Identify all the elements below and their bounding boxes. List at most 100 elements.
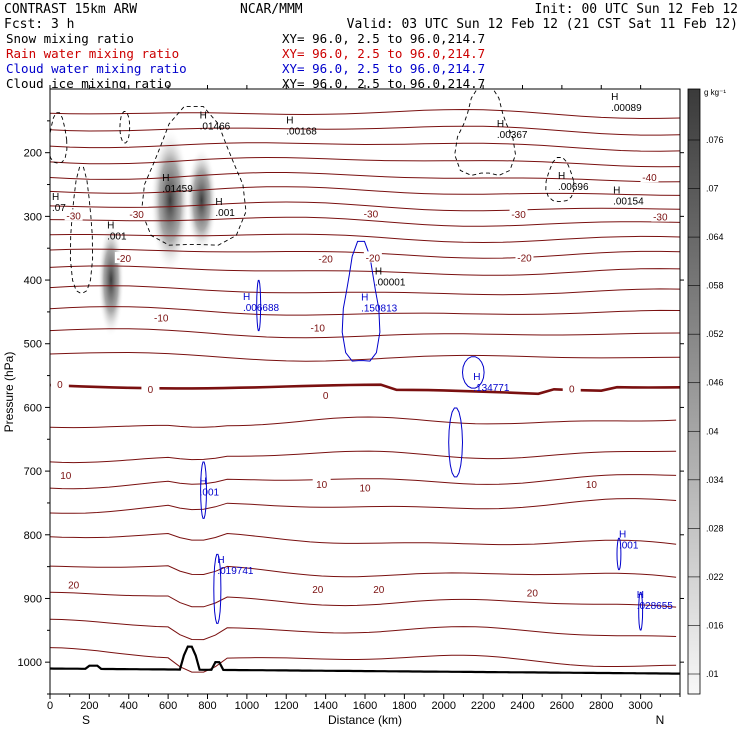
isotherm-label: -40 <box>642 173 657 184</box>
x-tick-label: 1200 <box>274 700 298 712</box>
temperature-isotherm <box>50 285 680 296</box>
valid-time: Valid: 03 UTC Sun 12 Feb 12 (21 CST Sat … <box>347 17 738 32</box>
isotherm-label-bg <box>152 311 171 323</box>
isotherm-label-bg <box>64 209 83 221</box>
field-name-rain: Rain water mixing ratio <box>6 46 179 61</box>
plot-area: -40 -30 -30 -30 -30 -30 -20 -20 -20 -20 -10 -10 0 0 0 0… <box>50 89 680 694</box>
isotherm-label-bg <box>316 252 335 264</box>
isotherm-label-bg <box>312 478 331 490</box>
temperature-isotherm <box>50 328 680 339</box>
colorbar-tick-label: .046 <box>706 378 724 388</box>
water-max-h-marker: H <box>473 372 480 383</box>
ice-max-label: .00367 <box>497 130 528 141</box>
temperature-isotherm <box>50 450 677 464</box>
cloud-water-contour <box>200 461 208 519</box>
water-max-label: .019741 <box>217 566 254 577</box>
isotherm-label-bg <box>369 583 388 595</box>
colorbar-unit: g kg⁻¹ <box>704 88 726 97</box>
temperature-isotherm <box>50 498 677 514</box>
temperature-isotherm <box>50 416 677 429</box>
ice-max-h-marker: H <box>52 192 59 203</box>
water-max-label: .028655 <box>637 601 674 612</box>
x-axis-label: Distance (km) <box>328 713 402 727</box>
x-tick-label: 1800 <box>392 700 416 712</box>
y-tick-label: 700 <box>24 466 42 478</box>
cloud-ice-contour <box>50 112 68 164</box>
water-max-h-marker: H <box>637 590 644 601</box>
water-max-label: .001 <box>619 541 639 552</box>
isotherm-label: 20 <box>312 585 324 596</box>
isotherm-label-bg <box>50 378 69 390</box>
ice-max-h-marker: H <box>215 197 222 208</box>
x-tick-label: 2400 <box>510 700 534 712</box>
temperature-isotherm <box>50 186 680 196</box>
isotherm-label-bg <box>127 208 146 220</box>
ice-max-label: .07 <box>52 203 66 214</box>
temperature-contours <box>50 108 680 673</box>
temperature-isotherm <box>50 216 680 227</box>
isotherm-label: 10 <box>586 480 598 491</box>
cloud-water-contour <box>448 407 464 478</box>
temperature-isotherm <box>50 618 677 641</box>
colorbar-tick-label: .028 <box>706 523 724 533</box>
snow-plume <box>150 127 190 274</box>
isotherm-label: 10 <box>359 483 371 494</box>
field-legend: Snow mixing ratio XY= 96.0, 2.5 to 96.0,… <box>6 31 485 91</box>
isotherm-label: -30 <box>364 209 379 220</box>
isotherm-label: -20 <box>517 253 532 264</box>
ice-max-label: .01459 <box>162 184 193 195</box>
field-name-snow: Snow mixing ratio <box>6 31 134 46</box>
temperature-isotherm <box>50 233 680 244</box>
isotherm-label: 20 <box>527 588 539 599</box>
ice-max-label: .01466 <box>200 121 231 132</box>
cloud-water-contour <box>616 537 622 571</box>
field-xy-cloud-water: XY= 96.0, 2.5 to 96.0,214.7 <box>282 61 485 76</box>
water-max-label: .006688 <box>243 303 280 314</box>
isotherm-label: -30 <box>66 211 81 222</box>
field-xy-snow: XY= 96.0, 2.5 to 96.0,214.7 <box>282 31 485 46</box>
terrain-line <box>50 645 680 675</box>
water-max-label: .150813 <box>361 304 398 315</box>
isotherm-label-bg <box>509 208 528 220</box>
isotherm-label-bg <box>141 383 160 395</box>
cloud-ice-contours <box>50 89 575 294</box>
isotherm-label-bg <box>308 321 327 333</box>
isotherm-label: -10 <box>311 323 326 334</box>
y-tick-label: 200 <box>24 148 42 160</box>
x-tick-label: 1600 <box>353 700 377 712</box>
isotherm-label: -20 <box>366 253 381 264</box>
water-max-h-marker: H <box>619 530 626 541</box>
ice-max-h-marker: H <box>613 186 620 197</box>
isotherm-label: 0 <box>57 380 63 391</box>
ice-max-label: .00154 <box>613 197 644 208</box>
isotherm-label: -30 <box>653 213 668 224</box>
ice-max-h-marker: H <box>558 171 565 182</box>
temperature-isotherm <box>50 532 677 546</box>
isotherm-label-bg <box>356 481 374 493</box>
isotherm-label-bg <box>562 382 581 394</box>
isotherm-label-bg <box>363 251 382 263</box>
isotherm-label: -30 <box>511 210 526 221</box>
field-xy-rain: XY= 96.0, 2.5 to 96.0,214.7 <box>282 46 485 61</box>
y-tick-label: 800 <box>24 530 42 542</box>
cloud-water-contour <box>461 356 485 389</box>
colorbar-tick-label: .022 <box>706 572 724 582</box>
x-tick-label: 2800 <box>589 700 613 712</box>
source-label: NCAR/MMM <box>240 2 303 17</box>
isotherm-label: 10 <box>60 471 72 482</box>
field-name-cloud-water: Cloud water mixing ratio <box>6 61 187 76</box>
cloud-water-contour <box>638 591 644 631</box>
water-max-label: .134771 <box>473 383 510 394</box>
temperature-isotherm <box>50 156 680 168</box>
isotherm-label: -10 <box>154 313 169 324</box>
ice-max-h-marker: H <box>286 116 293 127</box>
field-xy-cloud-ice: XY= 96.0, 2.5 to 96.0,214.7 <box>282 76 485 91</box>
isotherm-label: 10 <box>316 480 328 491</box>
temperature-isotherm <box>50 306 680 316</box>
x-tick-label: 600 <box>159 700 177 712</box>
colorbar-ramp <box>687 88 701 695</box>
isotherm-label-bg <box>316 388 335 400</box>
colorbar-tick-label: .04 <box>706 426 719 436</box>
ice-max-label: .00696 <box>558 182 589 193</box>
